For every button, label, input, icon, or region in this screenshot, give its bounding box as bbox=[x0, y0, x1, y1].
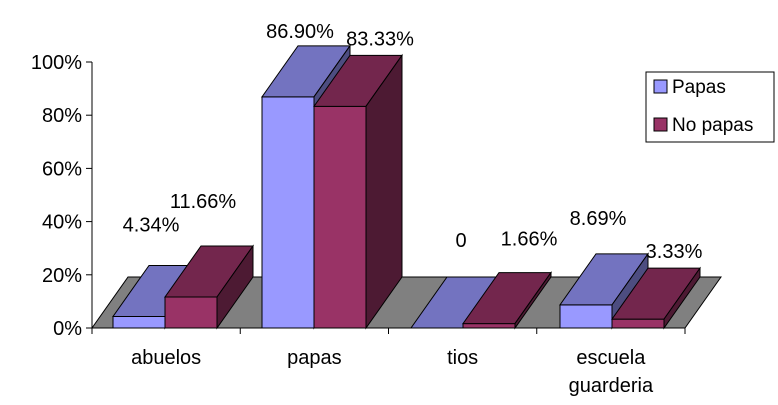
data-label: 11.66% bbox=[170, 191, 237, 213]
bar-front-face bbox=[313, 105, 367, 329]
x-axis-ticks: abuelos papas tios escuela guarderia bbox=[91, 328, 686, 397]
bar-side-face bbox=[663, 266, 701, 330]
y-tick-label: 80% bbox=[42, 105, 82, 127]
bar-no-papas-abuelos bbox=[164, 244, 254, 330]
bar-side-face bbox=[216, 244, 254, 330]
legend-label-no-papas: No papas bbox=[672, 115, 753, 136]
bar-no-papas-tios bbox=[462, 271, 552, 330]
x-tick-label: escuela guarderia bbox=[569, 347, 654, 397]
data-label: 8.69% bbox=[570, 208, 627, 230]
x-tick-label: abuelos bbox=[131, 347, 201, 369]
bar-front-face bbox=[462, 323, 516, 329]
legend-label-papas: Papas bbox=[672, 77, 726, 98]
bar-front-face bbox=[112, 315, 166, 329]
data-label: 3.33% bbox=[646, 241, 703, 263]
y-axis-ticks: 0% 20% 40% 60% 80% 100% bbox=[31, 52, 92, 340]
bar-front-face bbox=[559, 304, 613, 329]
bar-front-face bbox=[261, 96, 315, 329]
bars bbox=[112, 44, 701, 330]
x-tick-label: tios bbox=[447, 347, 478, 369]
y-tick-label: 60% bbox=[42, 158, 82, 180]
data-label: 86.90% bbox=[266, 21, 334, 43]
bar-side-face bbox=[514, 271, 552, 330]
y-tick-label: 0% bbox=[53, 318, 82, 340]
bar-side-face bbox=[365, 53, 403, 330]
y-tick-label: 100% bbox=[31, 52, 82, 74]
legend-swatch-papas bbox=[653, 79, 668, 94]
y-tick-label: 40% bbox=[42, 212, 82, 234]
bar-no-papas-papas bbox=[313, 53, 403, 330]
data-label: 1.66% bbox=[501, 229, 558, 251]
bar-front-face bbox=[164, 296, 218, 329]
legend: Papas No papas bbox=[645, 71, 775, 143]
y-tick-label: 20% bbox=[42, 265, 82, 287]
data-label: 83.33% bbox=[346, 28, 414, 50]
data-label: 0 bbox=[455, 230, 466, 252]
legend-swatch-no-papas bbox=[653, 117, 668, 132]
x-tick-label: papas bbox=[287, 347, 342, 369]
data-labels: 4.34%11.66% 86.90% 83.33% 0 1.66% 8.69% 3.33% bbox=[123, 21, 703, 263]
bar-front-face bbox=[611, 318, 665, 329]
data-label: 4.34% bbox=[123, 214, 180, 236]
bar-papas-escuela-guarderia bbox=[559, 252, 649, 330]
bar-no-papas-escuela-guarderia bbox=[611, 266, 701, 330]
